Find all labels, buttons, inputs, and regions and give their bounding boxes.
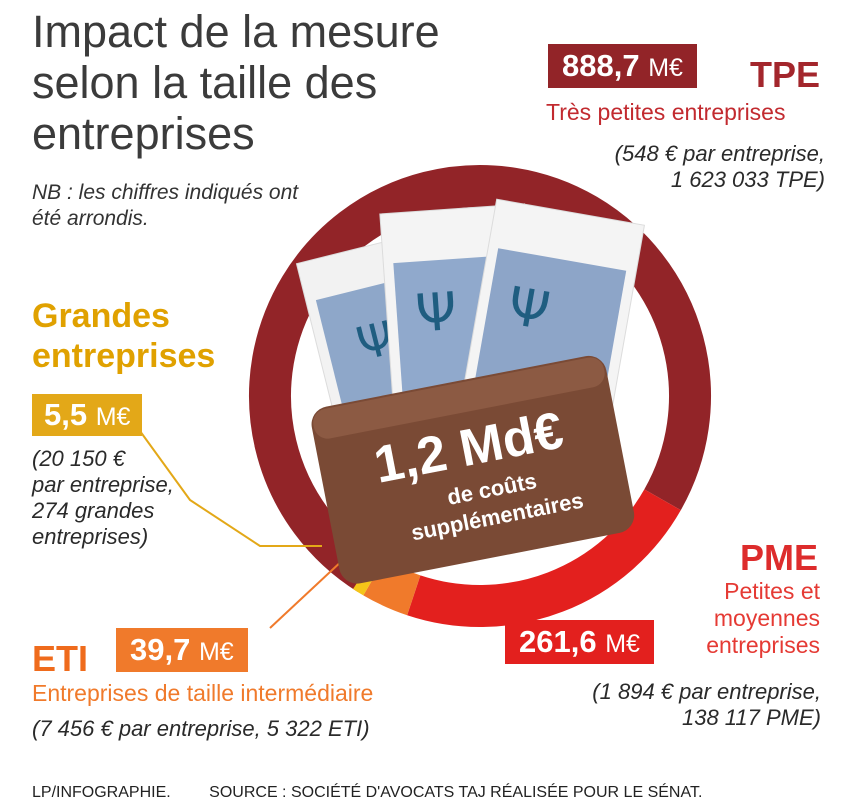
grandes-detail-line4: entreprises) bbox=[32, 524, 149, 549]
footer-credit: LP/INFOGRAPHIE. bbox=[32, 784, 171, 801]
footer-source: SOURCE : SOCIÉTÉ D'AVOCATS TAJ RÉALISÉE … bbox=[209, 784, 703, 801]
donut-slice-eti bbox=[363, 558, 421, 616]
eti-detail: (7 456 € par entreprise, 5 322 ETI) bbox=[32, 716, 370, 741]
tpe-detail-line2: 1 623 033 TPE) bbox=[670, 167, 825, 192]
tpe-name: TPE bbox=[750, 54, 821, 95]
eti-unit: M€ bbox=[198, 638, 234, 666]
pme-full-name-line2: moyennes bbox=[713, 605, 820, 631]
eti-value: 39,7 bbox=[130, 632, 191, 667]
tpe-unit: M€ bbox=[648, 54, 683, 82]
pme-detail-line2: 138 117 PME) bbox=[681, 705, 821, 730]
eti-name: ETI bbox=[32, 638, 89, 679]
donut-slice-tpe bbox=[249, 165, 711, 592]
tpe-value: 888,7 bbox=[562, 48, 640, 83]
tpe-detail-line1: (548 € par entreprise, bbox=[614, 141, 825, 166]
grandes-detail-line2: par entreprise, bbox=[32, 472, 174, 497]
pme-detail-line1: (1 894 € par entreprise, bbox=[592, 679, 821, 704]
footer: LP/INFOGRAPHIE. SOURCE : SOCIÉTÉ D'AVOCA… bbox=[32, 784, 736, 802]
pme-detail: (1 894 € par entreprise, 138 117 PME) bbox=[555, 679, 821, 731]
grandes-detail-line1: (20 150 € bbox=[32, 446, 125, 471]
chart-title: Impact de la mesure selon la taille des … bbox=[32, 6, 440, 159]
pme-value-badge: 261,6 M€ bbox=[505, 620, 654, 664]
pme-value: 261,6 bbox=[519, 624, 597, 659]
grandes-detail-line3: 274 grandes bbox=[32, 498, 155, 523]
grandes-detail: (20 150 € par entreprise, 274 grandes en… bbox=[32, 446, 232, 550]
tpe-value-badge: 888,7 M€ bbox=[548, 44, 697, 88]
grandes-name: Grandes entreprises bbox=[32, 296, 272, 376]
grandes-name-line2: entreprises bbox=[32, 337, 216, 375]
grandes-value-badge: 5,5 M€ bbox=[32, 394, 143, 436]
pme-full-name-line3: entreprises bbox=[706, 632, 820, 658]
rounding-note: NB : les chiffres indiqués ont été arron… bbox=[32, 181, 299, 230]
eti-full-name: Entreprises de taille intermédiaire bbox=[32, 680, 374, 706]
grandes-name-line1: Grandes bbox=[32, 297, 170, 335]
tpe-detail: (548 € par entreprise, 1 623 033 TPE) bbox=[580, 141, 825, 193]
grandes-value: 5,5 bbox=[44, 397, 88, 432]
leader-line-eti bbox=[269, 557, 346, 629]
tpe-full-name: Très petites entreprises bbox=[546, 99, 786, 125]
pme-full-name-line1: Petites et bbox=[724, 578, 820, 604]
donut-slice-pme bbox=[407, 489, 681, 627]
svg-text:Ψ: Ψ bbox=[414, 282, 459, 345]
grandes-unit: M€ bbox=[95, 403, 131, 431]
leader-line-grandes bbox=[131, 419, 322, 547]
wallet-illustration: 1,2 Md€ de coûts supplémentaires bbox=[311, 355, 635, 584]
pme-unit: M€ bbox=[605, 630, 640, 658]
pme-full-name: Petites et moyennes entreprises bbox=[660, 578, 820, 659]
pme-name: PME bbox=[740, 537, 819, 578]
eti-value-badge: 39,7 M€ bbox=[116, 628, 248, 672]
